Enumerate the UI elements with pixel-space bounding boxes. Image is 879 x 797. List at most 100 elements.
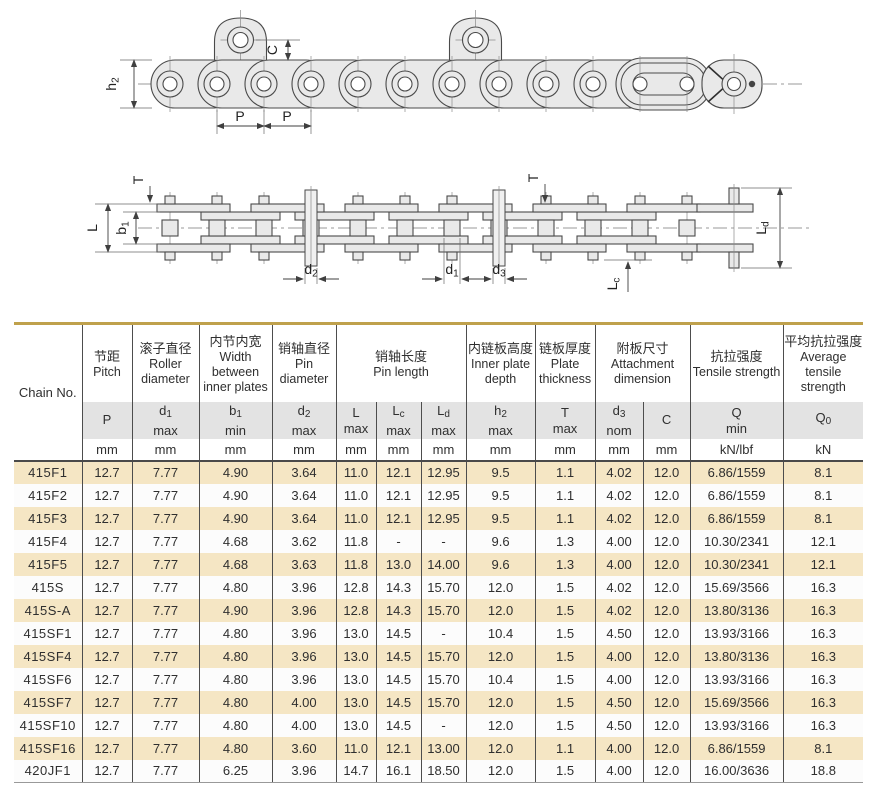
spec-cell: 13.93/3166	[690, 713, 784, 737]
column-group-label-zh: 节距	[93, 348, 120, 364]
spec-cell: 3.96	[272, 621, 337, 645]
spec-cell: 12.0	[643, 736, 691, 760]
column-qualifier: max	[552, 420, 578, 436]
column-group-header: 链板厚度 Plate thickness	[535, 323, 596, 402]
column-symbol: C	[661, 412, 672, 427]
spec-cell: 12.0	[643, 621, 691, 645]
spec-cell: 4.50	[595, 713, 644, 737]
column-group-label-zh: 附板尺寸	[616, 341, 669, 357]
spec-cell: 12.0	[643, 529, 691, 553]
chain-no-cell: 415F4	[14, 529, 83, 553]
spec-cell: 12.8	[336, 598, 377, 622]
spec-cell: 4.00	[595, 667, 644, 691]
exposed-pin-d2	[304, 185, 318, 271]
column-group-label-en: Plate thickness	[538, 357, 592, 387]
spec-cell: 1.1	[535, 460, 596, 484]
spec-cell: 14.00	[421, 552, 467, 576]
spec-cell: 12.0	[466, 736, 536, 760]
column-symbol-header: P	[82, 401, 133, 439]
spec-cell: 4.68	[199, 529, 273, 553]
dim-label-Ld: Ld	[753, 221, 772, 234]
spec-cell: 4.00	[595, 759, 644, 783]
dim-label-Lc: Lc	[604, 278, 623, 291]
spec-cell: 8.1	[814, 487, 833, 503]
spec-cell: 9.5	[466, 460, 536, 484]
column-symbol: h2	[494, 402, 507, 420]
column-symbol: d1	[159, 402, 172, 420]
spec-cell: 3.60	[272, 736, 337, 760]
chain-no-cell: 415SF16	[14, 736, 83, 760]
spec-cell: 1.1	[535, 506, 596, 530]
spec-cell: 1.5	[535, 759, 596, 783]
column-unit-header: kN	[783, 438, 864, 462]
spec-cell: 12.7	[82, 759, 133, 783]
chain-no-cell: 415F2	[14, 483, 83, 507]
spec-cell: 13.0	[376, 552, 422, 576]
dim-label-d1: d1	[445, 261, 459, 280]
spec-cell: 3.96	[272, 759, 337, 783]
spec-cell: 14.3	[376, 598, 422, 622]
dimension-h2: h2	[103, 59, 152, 109]
spec-cell: 10.4	[466, 621, 536, 645]
spec-cell: 7.77	[132, 621, 200, 645]
table-body: 415F1 12.7 7.77 4.90 3.64 11.0 12.1 12.95 9.5 1.1…	[14, 460, 864, 783]
spec-cell: 13.0	[336, 621, 377, 645]
end-link-plan	[696, 184, 754, 272]
chain-plan-view-drawing: T T L b1 d2	[84, 173, 812, 292]
spec-cell: 7.77	[132, 644, 200, 668]
chain-no-cell: 415SF4	[14, 644, 83, 668]
column-group-label-en: Roller diameter	[141, 357, 190, 387]
spec-cell: 11.0	[336, 460, 377, 484]
spec-cell: 6.86/1559	[690, 460, 784, 484]
spec-cell: 12.95	[421, 483, 467, 507]
chain-side-view-drawing: h2 C P P	[103, 9, 802, 134]
spec-cell: 7.77	[132, 506, 200, 530]
dimension-d3: d3	[471, 261, 527, 284]
spec-cell: 12.0	[643, 667, 691, 691]
spec-cell: 15.69/3566	[690, 575, 784, 599]
spec-cell: 7.77	[132, 736, 200, 760]
column-symbol: Q	[731, 404, 742, 420]
spec-cell: 3.64	[272, 506, 337, 530]
spec-cell: 4.50	[595, 621, 644, 645]
connecting-link	[615, 56, 712, 112]
spec-cell: 13.80/3136	[690, 598, 784, 622]
spec-cell: 12.0	[643, 598, 691, 622]
spec-cell: 11.8	[336, 529, 377, 553]
column-qualifier: max	[291, 422, 317, 438]
table-row: 415F3 12.7 7.77 4.90 3.64 11.0 12.1 12.95 9.5 1.1…	[14, 506, 864, 530]
spec-cell: 12.95	[421, 506, 467, 530]
spec-cell: 11.8	[336, 552, 377, 576]
column-symbol: Q0	[815, 410, 832, 427]
column-group-header: 内节内宽 Width between inner plates	[199, 323, 273, 402]
spec-cell: 6.86/1559	[690, 483, 784, 507]
spec-cell: 14.7	[336, 759, 377, 783]
column-symbol: d2	[297, 402, 311, 420]
spec-cell: 4.80	[199, 690, 273, 714]
spec-cell: 16.3	[810, 671, 836, 687]
table-row: 415SF1 12.7 7.77 4.80 3.96 13.0 14.5-10.4 1.5 4.…	[14, 621, 864, 645]
spec-cell: 11.0	[336, 506, 377, 530]
spec-cell: 14.5	[376, 690, 422, 714]
column-symbol: Lc	[392, 402, 405, 420]
chain-no-cell: 415F1	[14, 460, 83, 484]
spec-cell: 16.3	[810, 717, 836, 733]
spec-cell: 16.3	[810, 625, 836, 641]
end-link-with-spring-clip	[701, 54, 763, 114]
header-unit-row: mm mm mm mm mm mm mm mm mm mm mm kN/lbf kN	[14, 438, 864, 462]
spec-cell: 9.5	[466, 483, 536, 507]
table-row: 415S-A 12.7 7.77 4.90 3.96 12.8 14.3 15.70 12.0 1…	[14, 598, 864, 622]
spec-cell: 12.7	[82, 736, 133, 760]
spec-cell: 4.90	[199, 460, 273, 484]
spec-cell: 16.3	[810, 648, 836, 664]
dimension-b1: b1	[113, 211, 160, 245]
spec-cell: 12.7	[82, 598, 133, 622]
column-symbol-header: h2 max	[466, 401, 536, 439]
spec-cell: 12.8	[336, 575, 377, 599]
spec-cell: 12.1	[810, 556, 836, 572]
spec-cell: 6.86/1559	[690, 506, 784, 530]
column-group-label-en: Pitch	[93, 364, 121, 379]
